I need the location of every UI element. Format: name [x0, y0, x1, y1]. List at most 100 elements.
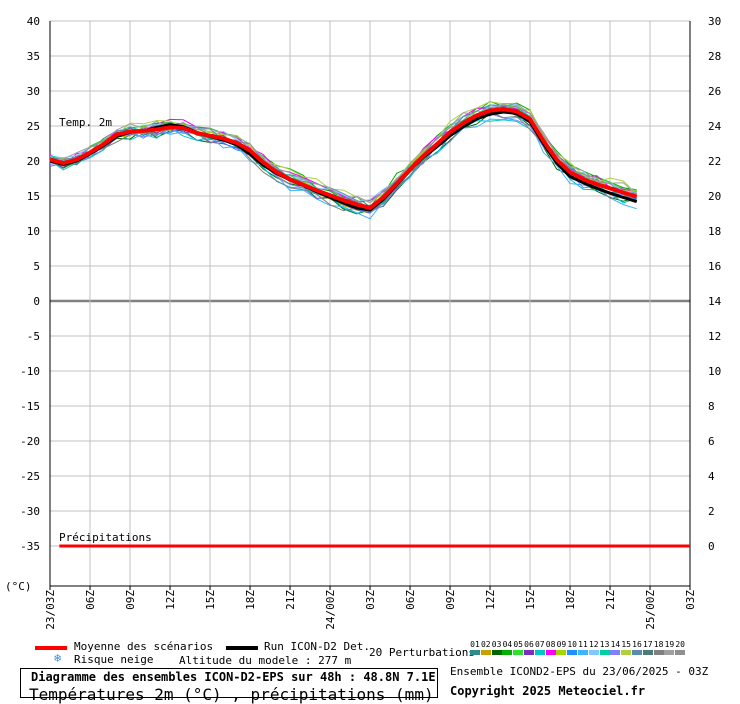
- y-tick-label-left: -25: [20, 470, 40, 483]
- perturbation-swatch: [502, 650, 513, 655]
- legend-det-swatch: [226, 646, 258, 650]
- perturbation-number: 08: [545, 640, 556, 649]
- x-tick-label: 18Z: [564, 590, 577, 610]
- y-tick-label-left: 15: [27, 190, 40, 203]
- perturbation-swatch: [675, 650, 686, 655]
- y-tick-label-left: 5: [33, 260, 40, 273]
- copyright: Copyright 2025 Meteociel.fr: [450, 684, 646, 698]
- x-tick-label: 09Z: [124, 590, 137, 610]
- y-tick-label-right: 18: [708, 225, 721, 238]
- altitude-label: Altitude du modele : 277 m: [179, 654, 352, 667]
- ensemble-chart: 40 30 35 28 30 26 25 24 20 22 15 20 10 18 5 16 0 14 -5 12 -1…: [5, 15, 722, 630]
- y-tick-label-left: 0: [33, 295, 40, 308]
- perturbation-swatch: [599, 650, 610, 655]
- perturbation-number: 01: [470, 640, 480, 649]
- x-tick-label: 18Z: [244, 590, 257, 610]
- title-box: Diagramme des ensembles ICON-D2-EPS sur …: [20, 668, 438, 704]
- perturbation-swatch: [642, 650, 653, 655]
- x-tick-label: 06Z: [404, 590, 417, 610]
- x-tick-label: 06Z: [84, 590, 97, 610]
- perturbation-swatch: [513, 650, 524, 655]
- legend-det-label: Run ICON-D2 Det.: [264, 640, 370, 653]
- y-tick-label-left: 35: [27, 50, 40, 63]
- x-tick-label: 09Z: [444, 590, 457, 610]
- y-tick-label-left: 20: [27, 155, 40, 168]
- perturbation-swatch: [632, 650, 642, 655]
- y-tick-label-right: 22: [708, 155, 721, 168]
- perturbation-swatch: [524, 650, 534, 655]
- perturbation-number: 07: [534, 640, 545, 649]
- perturbation-swatch: [491, 650, 502, 655]
- x-tick-label: 03Z: [364, 590, 377, 610]
- y-tick-label-left: -10: [20, 365, 40, 378]
- x-tick-label: 21Z: [284, 590, 297, 610]
- y-tick-label-left: -20: [20, 435, 40, 448]
- chart-footer: Moyenne des scénarios Run ICON-D2 Det. 2…: [0, 638, 740, 700]
- y-tick-label-right: 20: [708, 190, 721, 203]
- x-tick-label: 23/03Z: [44, 590, 57, 630]
- x-tick-label: 03Z: [684, 590, 697, 610]
- y-tick-label-left: 10: [27, 225, 40, 238]
- perturbation-swatch: [588, 650, 599, 655]
- x-tick-label: 12Z: [484, 590, 497, 610]
- perturbation-swatch: [653, 650, 664, 655]
- perturbation-number: 20: [675, 640, 685, 649]
- perturbation-number: 12: [588, 640, 599, 649]
- ensemble-info: Ensemble ICOND2-EPS du 23/06/2025 - 03Z: [450, 665, 709, 678]
- perturbation-swatch: [470, 650, 480, 655]
- perturbation-line-11: [49, 116, 637, 220]
- x-tick-label: 15Z: [204, 590, 217, 610]
- perturbation-number: 05: [513, 640, 523, 649]
- x-tick-label: 25/00Z: [644, 590, 657, 630]
- perturbation-number: 06: [524, 640, 534, 649]
- y-tick-label-right: 12: [708, 330, 721, 343]
- snowflake-icon: ❄: [54, 651, 62, 665]
- y-tick-label-right: 16: [708, 260, 721, 273]
- y-tick-label-left: 25: [27, 120, 40, 133]
- y-tick-label-right: 26: [708, 85, 721, 98]
- x-tick-label: 24/00Z: [324, 590, 337, 630]
- legend-mean-label: Moyenne des scénarios: [74, 640, 214, 653]
- y-tick-label-left: -5: [27, 330, 40, 343]
- mean-line: [49, 107, 638, 211]
- y-tick-label-right: 28: [708, 50, 721, 63]
- x-tick-label: 12Z: [164, 590, 177, 610]
- perturbation-number: 03: [491, 640, 502, 649]
- perturbation-swatch: [545, 650, 556, 655]
- perturbation-swatch: [567, 650, 578, 655]
- y-tick-label-left: 30: [27, 85, 40, 98]
- y-tick-label-right: 8: [708, 400, 715, 413]
- chart-subtitle: Températures 2m (°C) , précipitations (m…: [29, 685, 434, 704]
- perturbation-number: 17: [642, 640, 653, 649]
- perturbation-number: 14: [610, 640, 621, 649]
- y-tick-label-right: 10: [708, 365, 721, 378]
- precip-annotation: Précipitations: [59, 531, 152, 544]
- perturbation-swatch: [610, 650, 621, 655]
- x-tick-label: 21Z: [604, 590, 617, 610]
- y-tick-label-left: 40: [27, 15, 40, 28]
- y-tick-label-right: 6: [708, 435, 715, 448]
- chart-title: Diagramme des ensembles ICON-D2-EPS sur …: [31, 670, 436, 684]
- y-tick-label-right: 14: [708, 295, 722, 308]
- perturbation-number: 18: [653, 640, 664, 649]
- perturbation-swatch: [534, 650, 545, 655]
- perturbation-number: 13: [599, 640, 610, 649]
- perturbation-number: 15: [621, 640, 631, 649]
- y-tick-label-left: -35: [20, 540, 40, 553]
- perturbation-number: 10: [567, 640, 577, 649]
- y-tick-label-left: -15: [20, 400, 40, 413]
- temp-annotation: Temp. 2m: [59, 116, 112, 129]
- perturbation-number: 02: [480, 640, 491, 649]
- y-tick-label-right: 24: [708, 120, 722, 133]
- y-unit-label: (°C): [5, 580, 32, 593]
- y-tick-label-right: 30: [708, 15, 721, 28]
- y-tick-label-left: -30: [20, 505, 40, 518]
- perturbation-number: 11: [578, 640, 588, 649]
- perturbations-label: 20 Perturbations: [369, 646, 475, 659]
- perturbation-number: 04: [502, 640, 513, 649]
- perturbation-swatch: [664, 650, 675, 655]
- y-tick-label-right: 4: [708, 470, 715, 483]
- perturbation-swatch: [621, 650, 632, 655]
- perturbation-number: 19: [664, 640, 675, 649]
- perturbation-swatch: [578, 650, 588, 655]
